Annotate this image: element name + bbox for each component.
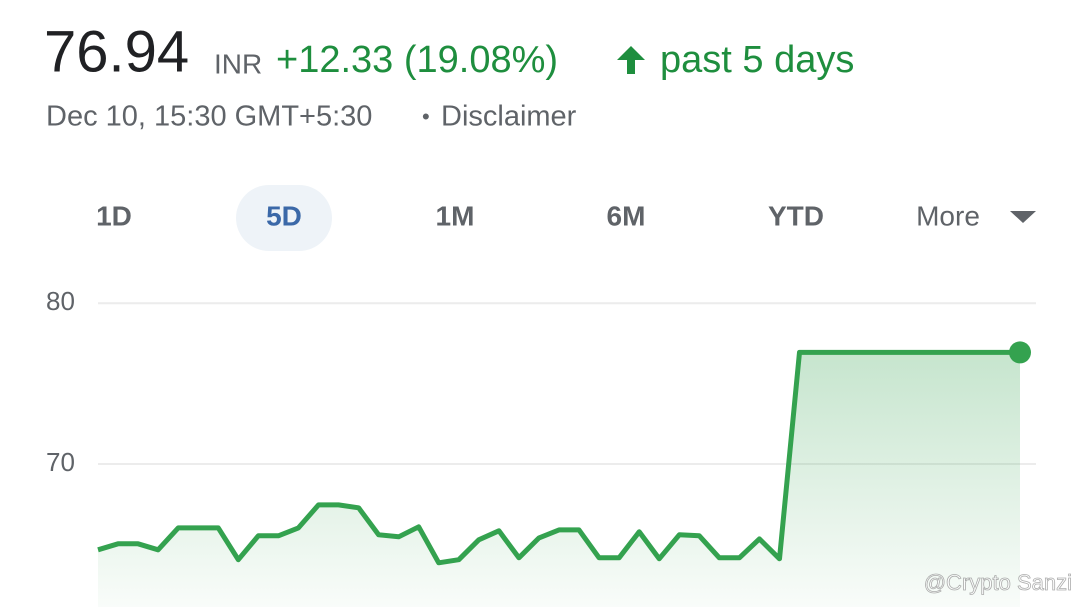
y-tick-label: 70 xyxy=(46,447,75,477)
y-tick-label: 80 xyxy=(46,286,75,316)
dropdown-arrow xyxy=(1010,211,1036,223)
tab-active[interactable]: 5D xyxy=(266,200,302,231)
tab[interactable]: 1M xyxy=(436,200,475,231)
up-arrow xyxy=(617,46,645,74)
tab-highlight xyxy=(236,185,332,251)
tab[interactable]: 1D xyxy=(96,200,132,231)
area xyxy=(98,352,1020,607)
currency: INR xyxy=(214,48,262,79)
plot: 70 80 xyxy=(46,286,1036,607)
watermark: @Crypto Sanzi xyxy=(924,570,1072,595)
tab-more[interactable]: More xyxy=(916,200,980,231)
end-dot xyxy=(1009,341,1031,364)
timestamp: Dec 10, 15:30 GMT+5:30 xyxy=(46,101,372,133)
tab[interactable]: YTD xyxy=(768,200,824,231)
tab[interactable]: 6M xyxy=(607,200,646,231)
price-line xyxy=(97,349,1020,566)
separator: • xyxy=(422,104,430,129)
period: past 5 days xyxy=(660,39,854,81)
change: +12.33 (19.08%) xyxy=(276,39,558,81)
price: 76.94 xyxy=(44,19,189,84)
disclaimer[interactable]: Disclaimer xyxy=(441,101,577,133)
